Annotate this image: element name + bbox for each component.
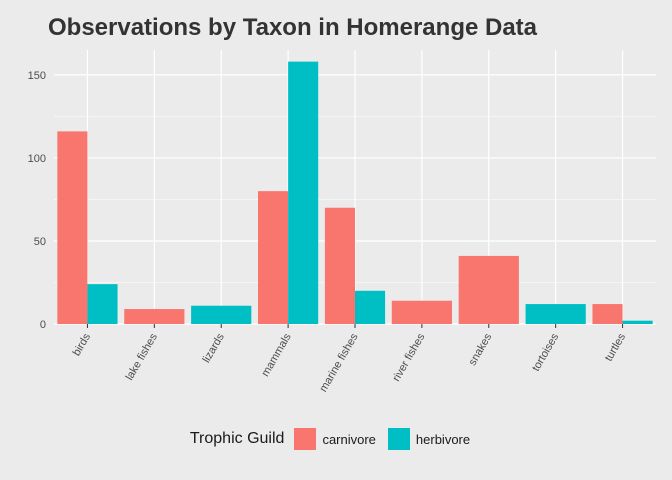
bar-marine-fishes-herbivore [355,290,386,324]
y-tick-label: 100 [28,153,46,165]
bar-birds-carnivore [57,131,88,324]
legend-key-carnivore [294,428,317,450]
x-tick-label: tortoises [530,331,561,373]
x-tick-label: river fishes [391,331,428,383]
bar-lake-fishes-carnivore [124,309,185,324]
bar-turtles-herbivore [622,320,653,324]
y-tick-label: 150 [28,70,46,82]
bar-river-fishes-carnivore [391,300,452,324]
x-tick-label: turtles [603,331,629,363]
legend-label-carnivore: carnivore [322,431,376,447]
bars [57,61,653,325]
legend-label-herbivore: herbivore [415,431,471,447]
legend: Trophic Guild carnivore herbivore [0,428,672,450]
bar-lizards-herbivore [191,305,252,324]
legend-item-carnivore: carnivore [294,428,376,450]
x-tick-label: lizards [201,331,228,365]
bar-marine-fishes-carnivore [324,207,355,324]
x-tick-label: birds [71,331,94,358]
bar-mammals-herbivore [288,61,319,325]
x-tick-label: snakes [467,331,495,368]
legend-item-herbivore: herbivore [387,428,471,450]
bar-mammals-carnivore [258,191,289,324]
bar-turtles-carnivore [592,304,623,324]
chart-title: Observations by Taxon in Homerange Data [48,14,538,41]
bar-snakes-carnivore [458,255,519,324]
legend-key-herbivore [387,428,410,450]
x-tick-label: lake fishes [124,331,161,382]
legend-title: Trophic Guild [189,430,285,447]
y-tick-label: 50 [34,236,46,248]
bar-birds-herbivore [87,284,118,324]
bar-tortoises-herbivore [525,304,586,324]
y-tick-label: 0 [40,319,46,331]
x-tick-label: marine fishes [317,331,360,394]
x-tick-label: mammals [259,331,293,379]
